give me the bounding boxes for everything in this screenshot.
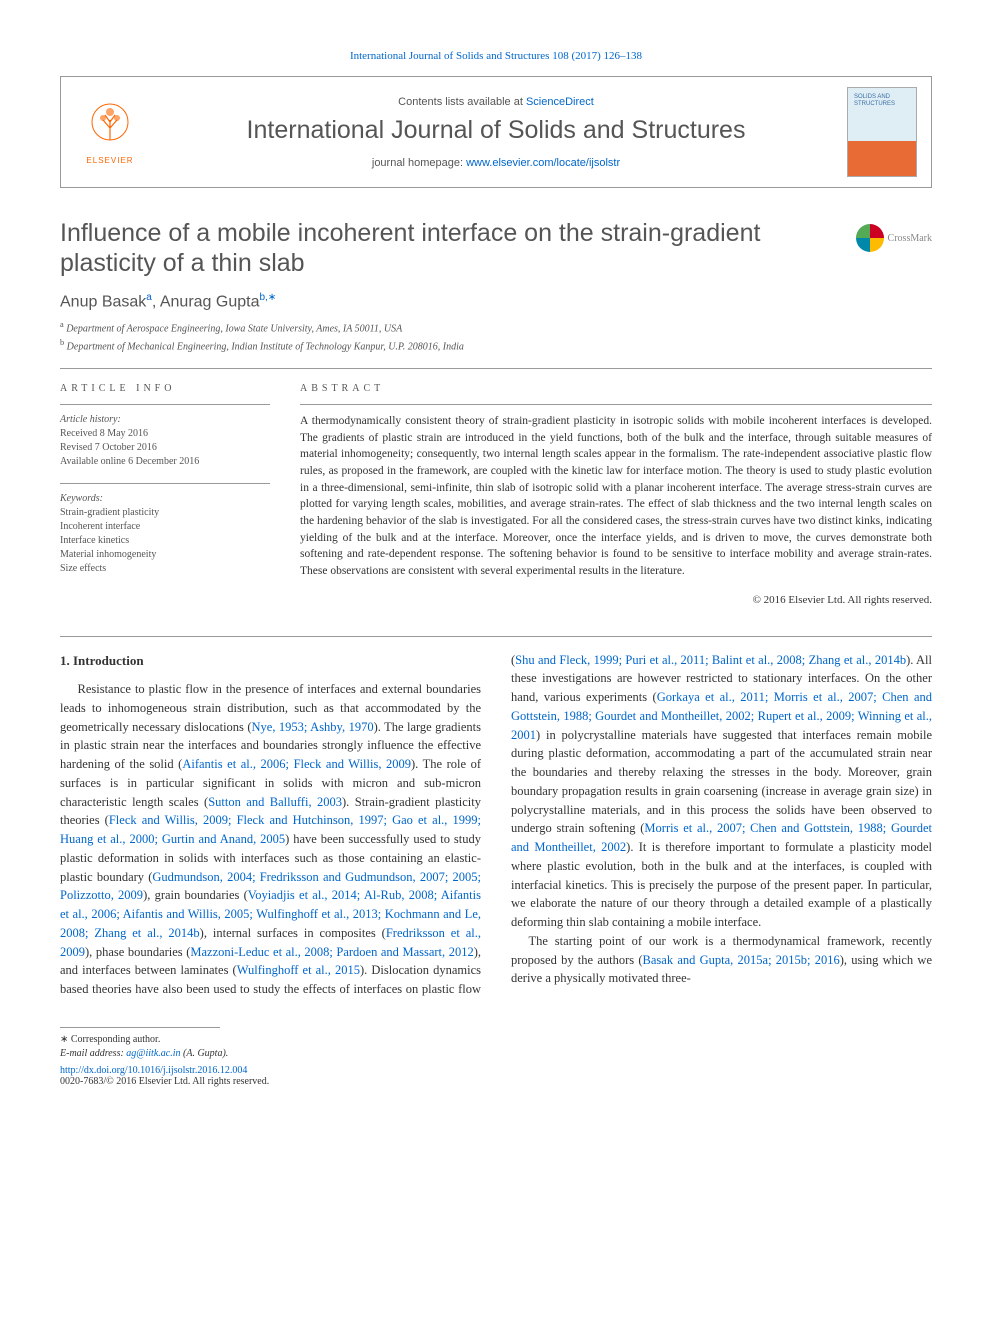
elsevier-logo: ELSEVIER	[75, 92, 145, 172]
authors: Anup Basaka, Anurag Guptab,∗	[60, 292, 932, 311]
text: ) in polycrystalline materials have sugg…	[511, 728, 932, 836]
elsevier-wordmark: ELSEVIER	[86, 156, 133, 165]
affiliation-a: Department of Aerospace Engineering, Iow…	[66, 324, 402, 335]
email-label: E-mail address:	[60, 1048, 126, 1059]
keyword: Interface kinetics	[60, 534, 270, 548]
elsevier-tree-icon	[83, 100, 137, 154]
citation-link[interactable]: Aifantis et al., 2006; Fleck and Willis,…	[182, 757, 411, 771]
corresponding-author: ∗ Corresponding author.	[60, 1034, 932, 1045]
author-2: Anurag Gupta	[160, 293, 260, 310]
homepage-prefix: journal homepage:	[372, 157, 466, 169]
article-history: Article history: Received 8 May 2016 Rev…	[60, 413, 270, 469]
text: ), internal surfaces in composites (	[200, 926, 386, 940]
text: ), grain boundaries (	[143, 888, 248, 902]
section-1-heading: 1. Introduction	[60, 651, 481, 671]
journal-name: International Journal of Solids and Stru…	[165, 116, 827, 145]
crossmark-badge[interactable]: CrossMark	[856, 224, 932, 252]
contents-list-line: Contents lists available at ScienceDirec…	[165, 96, 827, 108]
contents-prefix: Contents lists available at	[398, 96, 526, 108]
email-link[interactable]: ag@iitk.ac.in	[126, 1048, 180, 1059]
citation-link[interactable]: Wulfinghoff et al., 2015	[237, 963, 360, 977]
abstract-label: ABSTRACT	[300, 383, 932, 394]
affiliation-b: Department of Mechanical Engineering, In…	[67, 341, 464, 352]
history-online: Available online 6 December 2016	[60, 455, 270, 469]
divider	[60, 368, 932, 369]
text: nates (	[203, 963, 237, 977]
homepage-line: journal homepage: www.elsevier.com/locat…	[165, 157, 827, 169]
keywords-label: Keywords:	[60, 492, 270, 506]
divider	[60, 404, 270, 405]
divider	[60, 483, 270, 484]
history-received: Received 8 May 2016	[60, 427, 270, 441]
history-revised: Revised 7 October 2016	[60, 441, 270, 455]
email-who: (A. Gupta).	[181, 1048, 229, 1059]
keyword: Material inhomogeneity	[60, 548, 270, 562]
author-sep: ,	[152, 293, 160, 310]
paragraph-2: The starting point of our work is a ther…	[511, 932, 932, 988]
affiliations: a Department of Aerospace Engineering, I…	[60, 319, 932, 354]
article-info-label: ARTICLE INFO	[60, 383, 270, 394]
history-label: Article history:	[60, 413, 270, 427]
doi-link[interactable]: http://dx.doi.org/10.1016/j.ijsolstr.201…	[60, 1065, 247, 1076]
article-title: Influence of a mobile incoherent interfa…	[60, 218, 844, 278]
citation-link[interactable]: Shu and Fleck, 1999; Puri et al., 2011; …	[515, 653, 906, 667]
divider	[60, 636, 932, 637]
divider	[60, 1027, 220, 1028]
top-journal-ref[interactable]: International Journal of Solids and Stru…	[60, 50, 932, 62]
citation-link[interactable]: Nye, 1953; Ashby, 1970	[252, 720, 374, 734]
keyword: Size effects	[60, 562, 270, 576]
keywords: Keywords: Strain-gradient plasticity Inc…	[60, 492, 270, 576]
homepage-link[interactable]: www.elsevier.com/locate/ijsolstr	[466, 157, 620, 169]
keyword: Strain-gradient plasticity	[60, 506, 270, 520]
article-body: 1. Introduction Resistance to plastic fl…	[60, 651, 932, 999]
crossmark-label: CrossMark	[888, 233, 932, 244]
footer: ∗ Corresponding author. E-mail address: …	[60, 1027, 932, 1087]
crossmark-icon	[856, 224, 884, 252]
citation-link[interactable]: Mazzoni-Leduc et al., 2008; Pardoen and …	[190, 945, 473, 959]
issn-line: 0020-7683/© 2016 Elsevier Ltd. All right…	[60, 1076, 269, 1087]
divider	[300, 404, 932, 405]
author-2-aff[interactable]: b,∗	[259, 292, 276, 303]
author-1: Anup Basak	[60, 293, 146, 310]
abstract-copyright: © 2016 Elsevier Ltd. All rights reserved…	[300, 594, 932, 606]
sciencedirect-link[interactable]: ScienceDirect	[526, 96, 594, 108]
text: ), phase boundaries (	[85, 945, 190, 959]
abstract-text: A thermodynamically consistent theory of…	[300, 413, 932, 580]
cover-text: SOLIDS AND STRUCTURES	[854, 94, 916, 107]
citation-link[interactable]: Sutton and Balluffi, 2003	[208, 795, 342, 809]
journal-header: ELSEVIER Contents lists available at Sci…	[60, 76, 932, 188]
keyword: Incoherent interface	[60, 520, 270, 534]
citation-link[interactable]: Basak and Gupta, 2015a; 2015b; 2016	[643, 953, 840, 967]
journal-cover-thumb: SOLIDS AND STRUCTURES	[847, 87, 917, 177]
